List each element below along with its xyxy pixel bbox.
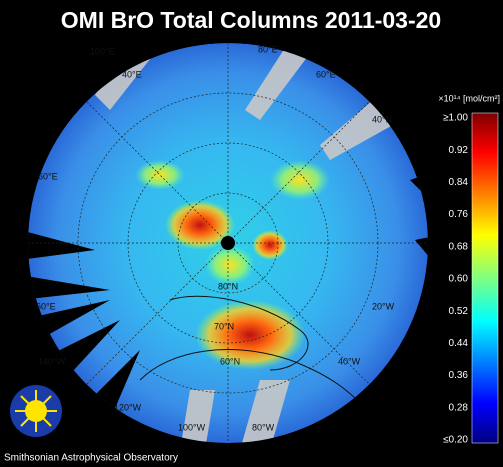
- map-label: 70°N: [214, 321, 234, 331]
- colorbar: [471, 112, 499, 444]
- colorbar-ticks: ≥1.00 0.92 0.84 0.76 0.68 0.60 0.52 0.44 0.36 0.2…: [443, 113, 468, 446]
- colorbar-tick-label: ≤0.20: [443, 435, 468, 446]
- map-label: 100°W: [178, 422, 206, 432]
- credit: Smithsonian Astrophysical Observatory: [4, 453, 178, 464]
- map-label: 20°W: [372, 301, 395, 311]
- map-label: 60°E: [38, 171, 58, 181]
- map-label: 80°W: [252, 422, 275, 432]
- map-label: 40°N: [372, 114, 392, 124]
- map-label: 60°E: [36, 301, 56, 311]
- colorbar-tick-label: 0.36: [449, 370, 469, 381]
- map-label: 40°E: [122, 69, 142, 79]
- colorbar-tick-label: 0.68: [449, 241, 469, 252]
- map-label: 40°W: [338, 356, 361, 366]
- map-label: 120°W: [114, 402, 142, 412]
- colorbar-tick-label: 0.52: [449, 306, 469, 317]
- map-label: 60°E: [316, 69, 336, 79]
- colorbar-tick-label: 0.92: [449, 145, 469, 156]
- logo: [10, 385, 62, 437]
- map-label: 100°E: [90, 46, 115, 56]
- colorbar-unit: ×10¹⁴ [mol/cm²]: [438, 93, 500, 103]
- colorbar-tick-label: 0.84: [449, 177, 469, 188]
- colorbar-tick-label: 0.28: [449, 402, 469, 413]
- map-labels: 100°E 80°E 40°E 60°E 40°N 60°E 80°N 20°W…: [36, 44, 395, 432]
- colorbar-tick-label: 0.60: [449, 274, 469, 285]
- map: [28, 43, 428, 443]
- map-label: 80°N: [218, 281, 238, 291]
- map-label: 140°W: [38, 356, 66, 366]
- map-label: 80°E: [258, 44, 278, 54]
- colorbar-tick-label: 0.44: [449, 338, 469, 349]
- map-label: 60°N: [220, 356, 240, 366]
- colorbar-tick-label: ≥1.00: [443, 113, 468, 124]
- title: OMI BrO Total Columns 2011-03-20: [61, 7, 441, 33]
- colorbar-tick-label: 0.76: [449, 209, 469, 220]
